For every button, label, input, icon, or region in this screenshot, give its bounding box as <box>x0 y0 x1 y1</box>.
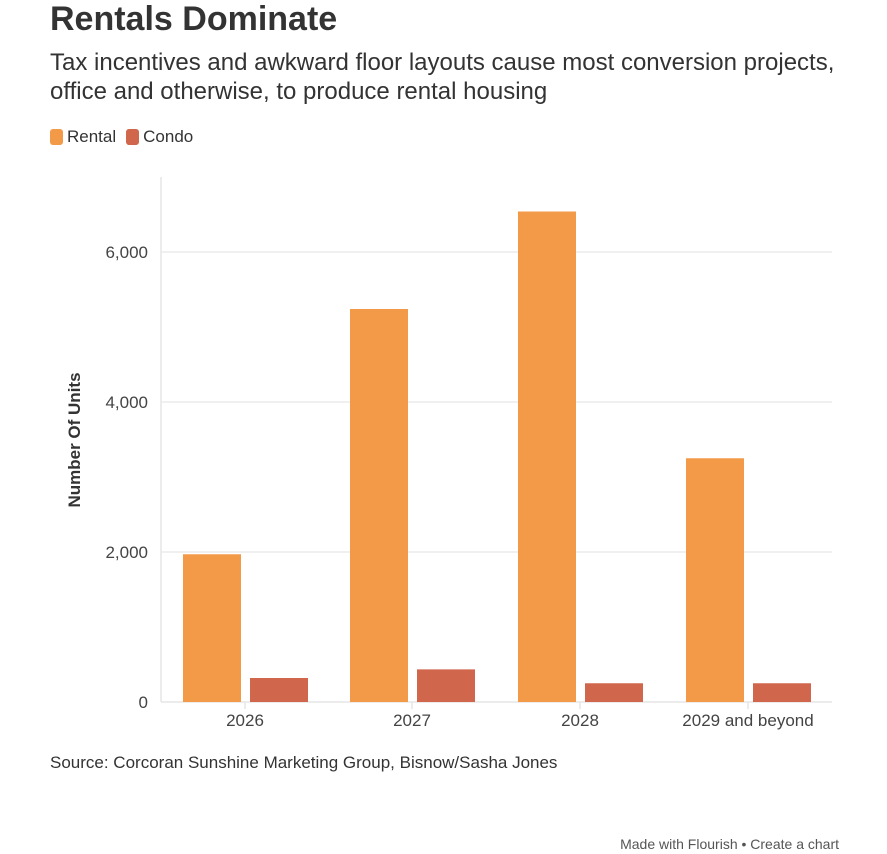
y-tick-label: 6,000 <box>105 243 148 262</box>
y-axis-title: Number Of Units <box>65 372 84 507</box>
x-tick-label: 2028 <box>561 711 599 730</box>
legend-item-rental[interactable]: Rental <box>50 127 116 147</box>
y-tick-label: 0 <box>139 693 148 712</box>
x-tick-label: 2026 <box>226 711 264 730</box>
chart-subtitle: Tax incentives and awkward floor layouts… <box>50 49 835 105</box>
x-tick-label: 2027 <box>393 711 431 730</box>
legend-swatch-condo <box>126 129 140 145</box>
y-tick-label: 2,000 <box>105 543 148 562</box>
bar-rental-2026[interactable] <box>183 554 241 702</box>
bar-rental-2028[interactable] <box>518 211 576 703</box>
y-tick-label: 4,000 <box>105 393 148 412</box>
bar-condo-2027[interactable] <box>417 669 475 702</box>
bar-condo-2029-and-beyond[interactable] <box>753 683 811 702</box>
bar-rental-2027[interactable] <box>350 309 408 702</box>
chart-title: Rentals Dominate <box>50 0 338 38</box>
x-tick-label: 2029 and beyond <box>682 711 813 730</box>
legend-label-condo: Condo <box>143 127 194 146</box>
bar-condo-2026[interactable] <box>250 678 308 702</box>
legend-item-condo[interactable]: Condo <box>126 127 193 147</box>
flourish-footer-link[interactable]: Made with Flourish • Create a chart <box>620 836 839 852</box>
bar-rental-2029-and-beyond[interactable] <box>686 458 744 702</box>
legend-swatch-rental <box>50 129 63 145</box>
legend-label-rental: Rental <box>67 127 117 146</box>
source-note: Source: Corcoran Sunshine Marketing Grou… <box>50 753 558 772</box>
bar-condo-2028[interactable] <box>585 683 643 702</box>
legend: Rental Condo <box>50 127 193 147</box>
